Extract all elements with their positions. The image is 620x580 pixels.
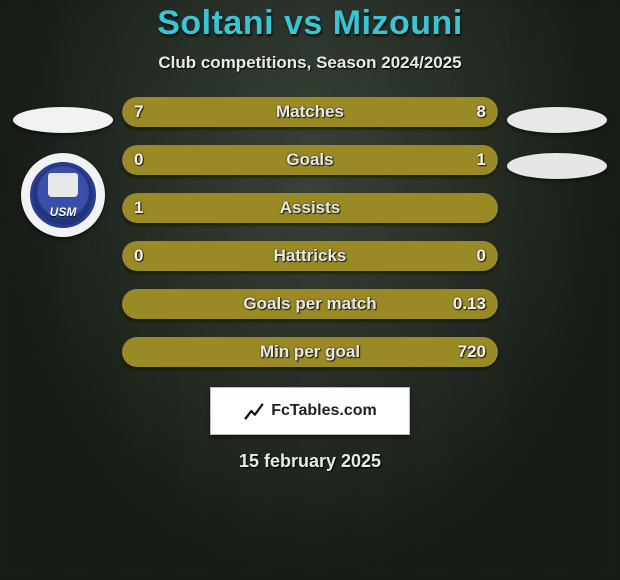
brand-badge[interactable]: FcTables.com xyxy=(210,387,410,435)
stat-left-value: 7 xyxy=(134,102,143,122)
left-country-flag-icon xyxy=(13,107,113,133)
date-label: 15 february 2025 xyxy=(0,451,620,472)
stat-right-segment xyxy=(190,145,498,175)
stat-label: Goals per match xyxy=(243,294,376,314)
left-club-badge-icon xyxy=(21,153,105,237)
stat-label: Hattricks xyxy=(274,246,347,266)
comparison-panel: 7 Matches 8 0 Goals 1 1 Assists 0 Hattricks 0 Goals… xyxy=(0,97,620,367)
stat-right-value: 8 xyxy=(477,102,486,122)
stat-row: 0 Hattricks 0 xyxy=(122,241,498,271)
stat-left-value: 0 xyxy=(134,150,143,170)
stat-row: 1 Assists xyxy=(122,193,498,223)
stat-row: Goals per match 0.13 xyxy=(122,289,498,319)
stat-left-value: 1 xyxy=(134,198,143,218)
stat-row: Min per goal 720 xyxy=(122,337,498,367)
stat-left-segment xyxy=(122,97,299,127)
usm-badge-inner-icon xyxy=(30,162,96,228)
chart-icon xyxy=(243,400,265,422)
stat-row: 7 Matches 8 xyxy=(122,97,498,127)
stat-left-value: 0 xyxy=(134,246,143,266)
stat-left-segment xyxy=(122,145,190,175)
stat-label: Min per goal xyxy=(260,342,360,362)
stat-right-value: 0 xyxy=(477,246,486,266)
left-side xyxy=(8,97,118,237)
page-title: Soltani vs Mizouni xyxy=(0,4,620,43)
brand-label: FcTables.com xyxy=(271,402,377,420)
right-club-flag-icon xyxy=(507,153,607,179)
right-country-flag-icon xyxy=(507,107,607,133)
stat-right-value: 0.13 xyxy=(453,294,486,314)
subtitle: Club competitions, Season 2024/2025 xyxy=(0,53,620,73)
stat-row: 0 Goals 1 xyxy=(122,145,498,175)
stat-label: Goals xyxy=(286,150,333,170)
right-side xyxy=(502,97,612,179)
stat-label: Matches xyxy=(276,102,344,122)
stat-right-value: 1 xyxy=(477,150,486,170)
stat-right-value: 720 xyxy=(458,342,486,362)
stat-label: Assists xyxy=(280,198,340,218)
stat-bars: 7 Matches 8 0 Goals 1 1 Assists 0 Hattricks 0 Goals… xyxy=(118,97,502,367)
